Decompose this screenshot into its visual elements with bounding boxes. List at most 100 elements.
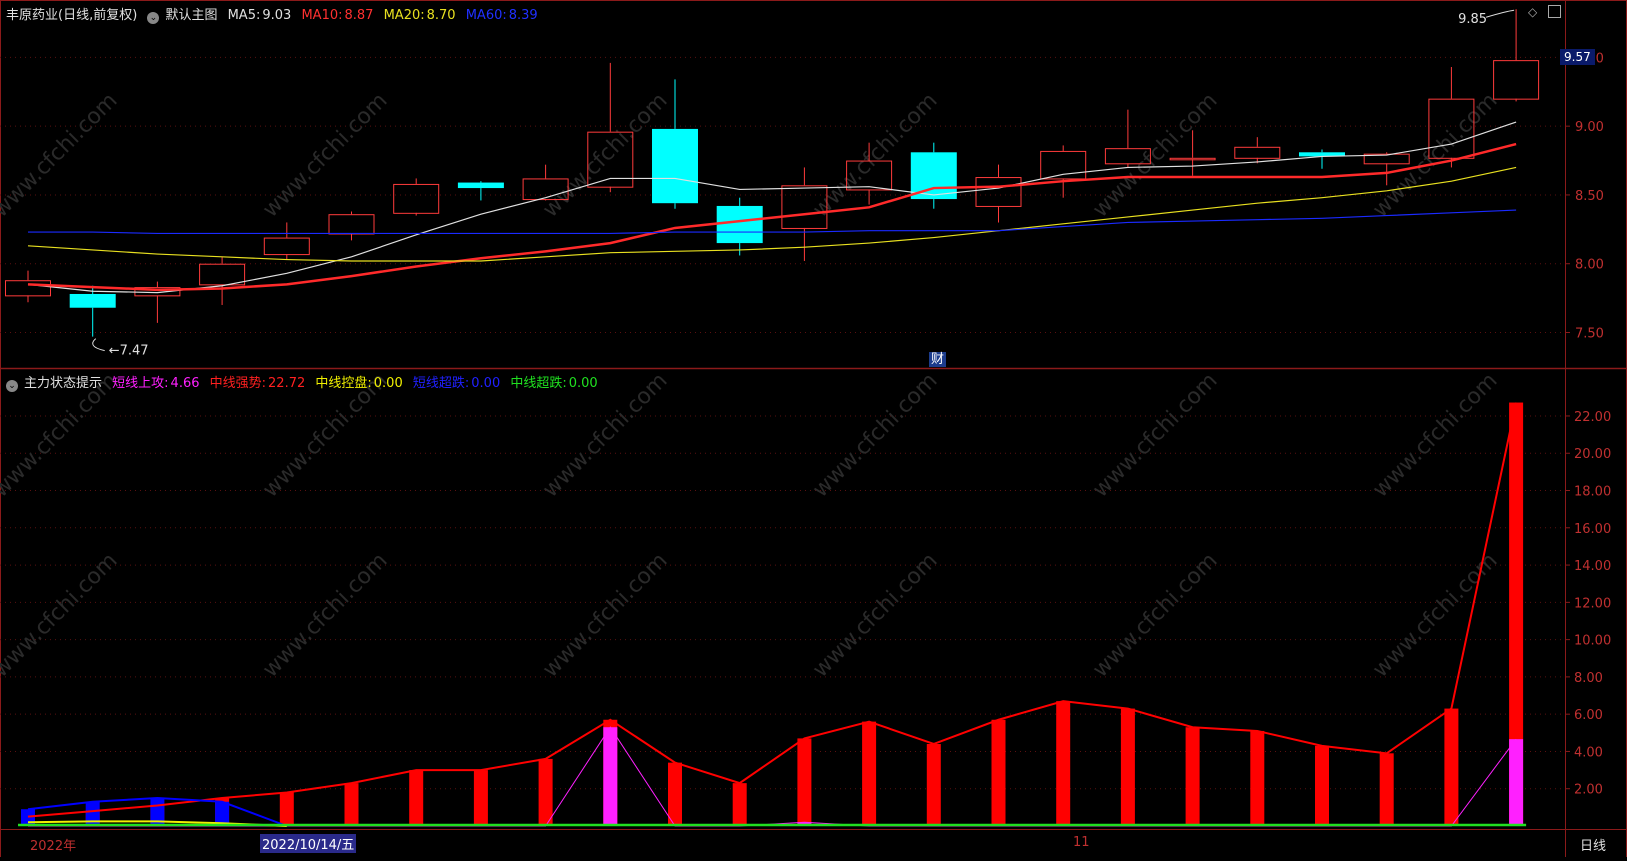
- red-strength-bar: [538, 758, 553, 826]
- blue-oversold-bar: [215, 801, 230, 826]
- watermark-text: www.cfchi.com: [258, 548, 392, 682]
- red-strength-bar: [668, 762, 682, 826]
- red-strength-bar: [1315, 745, 1329, 826]
- candle: [1104, 109, 1151, 168]
- indicator-tick-label: 6.00: [1574, 708, 1603, 723]
- candle: [1234, 137, 1281, 164]
- red-strength-bar: [1379, 753, 1394, 826]
- last-price-tag: 9.57: [1560, 49, 1595, 65]
- candle: [457, 181, 504, 201]
- watermark-text: www.cfchi.com: [258, 88, 392, 222]
- candle: [5, 270, 51, 303]
- ma5-label: MA5:: [227, 8, 261, 23]
- axis-cursor-date: 2022/10/14/五: [260, 834, 357, 853]
- axis-year-label: 2022年: [30, 839, 77, 854]
- ind-value-1: 4.66: [170, 376, 200, 391]
- red-strength-bar: [1185, 727, 1200, 826]
- magenta-attack-line: [28, 726, 1517, 827]
- price-tick-label: 7.50: [1575, 326, 1604, 341]
- watermark-text: www.cfchi.com: [538, 548, 672, 682]
- watermark-text: www.cfchi.com: [1088, 368, 1222, 502]
- indicator-tick-label: 20.00: [1574, 447, 1611, 462]
- red-strength-bar: [279, 792, 294, 826]
- indicator-tick-label: 14.00: [1574, 559, 1611, 574]
- candle: [781, 167, 828, 261]
- finance-marker[interactable]: 财: [929, 352, 947, 367]
- candle: [263, 222, 310, 260]
- candle-body: [1104, 148, 1151, 165]
- period-label[interactable]: 日线: [1580, 839, 1607, 854]
- ma-line-ma5: [27, 121, 1517, 294]
- indicator-tick-label: 10.00: [1574, 634, 1611, 649]
- ind-label-4: 短线超跌:: [412, 376, 470, 391]
- candle-body: [69, 293, 116, 308]
- dropdown-icon[interactable]: ⌄: [6, 380, 18, 392]
- candle: [1299, 149, 1345, 169]
- price-tick-label: 9.00: [1575, 120, 1604, 135]
- indicator-tick-label: 16.00: [1574, 522, 1611, 537]
- candle-body: [587, 131, 634, 188]
- blue-oversold-line: [27, 797, 288, 827]
- candle: [1040, 145, 1087, 198]
- watermark-text: www.cfchi.com: [1368, 548, 1502, 682]
- candle: [69, 285, 116, 337]
- axis-month-label: 11: [1073, 835, 1090, 850]
- window-icon[interactable]: [1548, 5, 1561, 18]
- candle: [522, 164, 569, 201]
- watermark-text: www.cfchi.com: [0, 88, 123, 222]
- red-strength-bar: [1056, 701, 1071, 826]
- red-strength-bar: [409, 770, 424, 826]
- candle-body: [910, 152, 957, 200]
- main-chart-name[interactable]: 默认主图: [165, 8, 218, 23]
- ind-label-1: 短线上攻:: [112, 376, 169, 391]
- indicator-tick-label: 12.00: [1574, 596, 1611, 611]
- candle-body: [457, 182, 504, 189]
- candle: [1169, 130, 1216, 176]
- watermark-text: www.cfchi.com: [1368, 88, 1502, 222]
- candle: [199, 256, 246, 305]
- candle: [587, 62, 634, 193]
- ma-line-ma60: [28, 209, 1517, 235]
- candle: [1493, 9, 1540, 102]
- ma60-label: MA60:: [465, 8, 507, 23]
- watermark-text: www.cfchi.com: [808, 368, 942, 502]
- diamond-icon[interactable]: ◇: [1528, 5, 1538, 19]
- ma60-value: 8.39: [508, 8, 538, 23]
- magenta-attack-bar: [603, 727, 618, 826]
- candle-body: [522, 178, 569, 201]
- candle: [328, 211, 375, 241]
- candle-body: [781, 185, 828, 229]
- indicator-header: ⌄ 主力状态提示 短线上攻: 4.66 中线强势: 22.72 中线控盘: 0.00 短…: [6, 372, 604, 392]
- ind-label-2: 中线强势:: [209, 376, 267, 391]
- candle-body: [263, 237, 310, 256]
- low-arrow: [92, 338, 105, 352]
- chart-mode: (日线,前复权): [58, 8, 138, 23]
- red-strength-line: [27, 402, 1518, 818]
- red-strength-bar: [1250, 730, 1265, 826]
- candle-body: [393, 183, 440, 214]
- ma5-value: 9.03: [262, 8, 292, 23]
- red-strength-bar: [732, 783, 747, 826]
- candle: [975, 164, 1022, 223]
- indicator-tick-label: 22.00: [1574, 410, 1611, 425]
- indicator-name[interactable]: 主力状态提示: [24, 376, 103, 391]
- stock-name[interactable]: 丰原药业: [6, 8, 59, 23]
- candle-body: [5, 280, 51, 297]
- candle: [1363, 152, 1410, 186]
- ma-line-ma20: [27, 166, 1517, 262]
- ind-label-5: 中线超跌:: [510, 376, 567, 391]
- low-price-label: ←7.47: [109, 344, 149, 359]
- candle-body: [199, 263, 246, 286]
- dropdown-icon[interactable]: ⌄: [147, 12, 160, 24]
- ma10-value: 8.87: [344, 8, 374, 23]
- candle-body: [1363, 153, 1410, 165]
- candle-body: [328, 214, 375, 235]
- watermark-text: www.cfchi.com: [808, 548, 942, 682]
- candle-body: [1428, 98, 1475, 159]
- candle-body: [1040, 150, 1087, 180]
- price-tick-label: 8.00: [1575, 258, 1604, 273]
- red-strength-bar: [1444, 708, 1459, 826]
- candle-body: [846, 160, 893, 191]
